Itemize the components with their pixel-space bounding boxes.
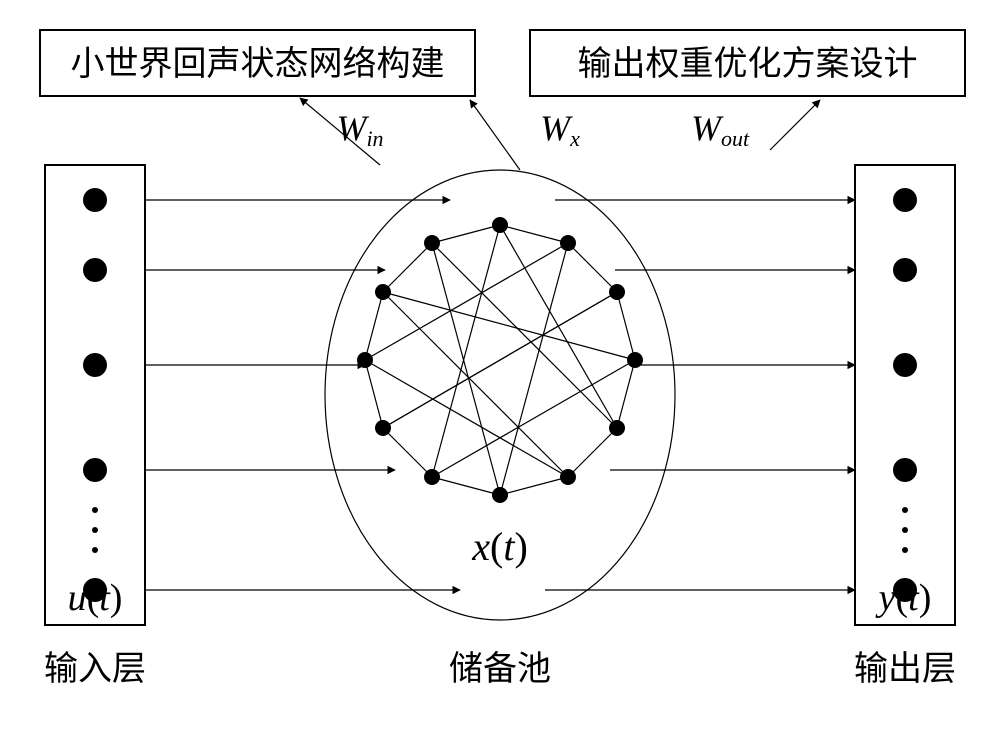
input-node [83,353,107,377]
reservoir-node [609,420,625,436]
reservoir-node [560,235,576,251]
output-node [893,258,917,282]
weight-label-wx: Wx [540,108,580,151]
output-node [893,188,917,212]
esn-diagram: 小世界回声状态网络构建 输出权重优化方案设计 u(t) 输入层 y(t) 输出层 x(t) 储… [0,0,1000,732]
reservoir-node [375,284,391,300]
reservoir-node [424,235,440,251]
top-right-box-label: 输出权重优化方案设计 [578,45,918,83]
reservoir-caption: 储备池 [449,650,551,688]
reservoir-node [424,469,440,485]
reservoir-node [492,217,508,233]
output-layer-caption: 输出层 [854,650,956,688]
input-node [83,188,107,212]
reservoir-var-label: x(t) [471,524,528,569]
reservoir-node [492,487,508,503]
output-node [893,458,917,482]
reservoir-node [560,469,576,485]
input-var-label: u(t) [68,577,123,619]
top-left-box-label: 小世界回声状态网络构建 [71,45,445,83]
reservoir-node [375,420,391,436]
weight-label-win: Win [336,108,383,151]
input-layer-caption: 输入层 [44,650,146,688]
input-node [83,258,107,282]
weight-label-wout: Wout [691,108,750,151]
input-node [83,458,107,482]
output-var-label: y(t) [875,577,932,619]
reservoir-node [609,284,625,300]
output-node [893,353,917,377]
